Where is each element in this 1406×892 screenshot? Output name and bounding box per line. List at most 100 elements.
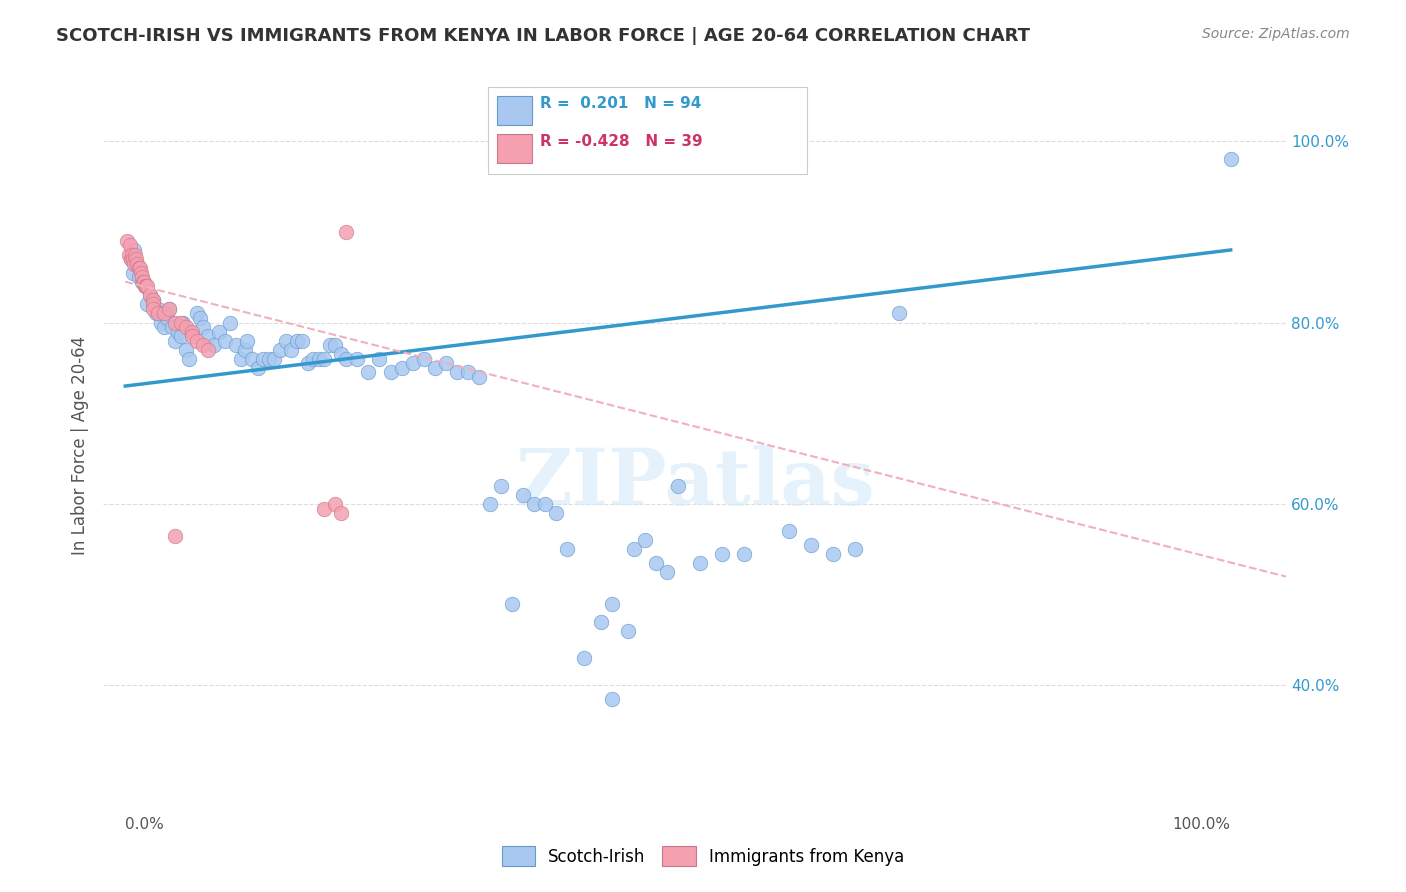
Point <box>197 329 219 343</box>
Point <box>159 301 181 316</box>
Point <box>169 316 191 330</box>
Point <box>252 351 274 366</box>
Point <box>122 243 145 257</box>
Point <box>479 497 502 511</box>
Point <box>308 351 330 366</box>
Point <box>302 351 325 366</box>
Point <box>401 356 423 370</box>
Point <box>127 256 149 270</box>
Point <box>335 351 357 366</box>
Point <box>240 351 263 366</box>
Point <box>117 234 139 248</box>
Point <box>291 334 314 348</box>
Point <box>131 270 153 285</box>
Point <box>329 506 352 520</box>
Point <box>174 320 197 334</box>
Point <box>172 316 194 330</box>
Point <box>689 556 711 570</box>
Point <box>412 351 434 366</box>
Point <box>523 497 546 511</box>
Point <box>191 338 214 352</box>
Point <box>512 488 534 502</box>
Point <box>285 334 308 348</box>
Point <box>434 356 457 370</box>
Point <box>160 320 183 334</box>
Point <box>219 316 242 330</box>
Point <box>121 247 143 261</box>
Point <box>589 615 612 629</box>
Point <box>142 293 165 307</box>
Point <box>118 238 141 252</box>
Point <box>778 524 800 539</box>
Point <box>391 360 413 375</box>
Point <box>169 329 191 343</box>
Point <box>617 624 640 638</box>
Point <box>138 288 160 302</box>
Point <box>136 297 159 311</box>
Point <box>274 334 297 348</box>
Point <box>153 320 176 334</box>
Point <box>887 306 910 320</box>
Point <box>191 320 214 334</box>
Point <box>357 366 380 380</box>
Point <box>733 547 755 561</box>
Point <box>163 529 186 543</box>
Point <box>546 506 568 520</box>
Point <box>644 556 666 570</box>
Point <box>174 343 197 357</box>
Point <box>180 325 202 339</box>
Point <box>190 311 212 326</box>
Point <box>489 479 512 493</box>
Point <box>179 351 201 366</box>
Point <box>380 366 402 380</box>
Point <box>557 542 579 557</box>
Point <box>572 651 595 665</box>
Point <box>202 338 225 352</box>
Text: R =  0.201   N = 94: R = 0.201 N = 94 <box>540 96 702 112</box>
Point <box>134 279 156 293</box>
Point <box>231 351 253 366</box>
Point <box>346 351 368 366</box>
Text: SCOTCH-IRISH VS IMMIGRANTS FROM KENYA IN LABOR FORCE | AGE 20-64 CORRELATION CHA: SCOTCH-IRISH VS IMMIGRANTS FROM KENYA IN… <box>56 27 1031 45</box>
Point <box>329 347 352 361</box>
Point <box>122 266 145 280</box>
Point <box>280 343 302 357</box>
Point <box>124 247 146 261</box>
Point <box>128 261 150 276</box>
Point <box>122 252 145 266</box>
Point <box>423 360 446 375</box>
Point <box>163 316 186 330</box>
Point <box>145 306 167 320</box>
Point <box>180 329 202 343</box>
Point <box>323 338 346 352</box>
Point <box>623 542 645 557</box>
Point <box>600 597 623 611</box>
Legend: Scotch-Irish, Immigrants from Kenya: Scotch-Irish, Immigrants from Kenya <box>494 838 912 875</box>
Point <box>136 279 159 293</box>
Point <box>132 275 155 289</box>
Point <box>128 270 150 285</box>
Point <box>711 547 734 561</box>
Point <box>634 533 657 548</box>
Point <box>120 252 142 266</box>
Point <box>368 351 391 366</box>
Point <box>153 306 176 320</box>
Point <box>180 325 202 339</box>
Point <box>335 225 357 239</box>
FancyBboxPatch shape <box>488 87 807 174</box>
Point <box>138 288 160 302</box>
Point <box>319 338 342 352</box>
Point <box>149 316 172 330</box>
Point <box>135 279 157 293</box>
Point <box>197 343 219 357</box>
Point <box>148 301 170 316</box>
Point <box>128 261 150 276</box>
Point <box>233 343 256 357</box>
Point <box>163 334 186 348</box>
Point <box>120 252 142 266</box>
Point <box>297 356 319 370</box>
Point <box>263 351 285 366</box>
Point <box>314 351 336 366</box>
FancyBboxPatch shape <box>496 96 533 125</box>
Y-axis label: In Labor Force | Age 20-64: In Labor Force | Age 20-64 <box>72 335 89 555</box>
